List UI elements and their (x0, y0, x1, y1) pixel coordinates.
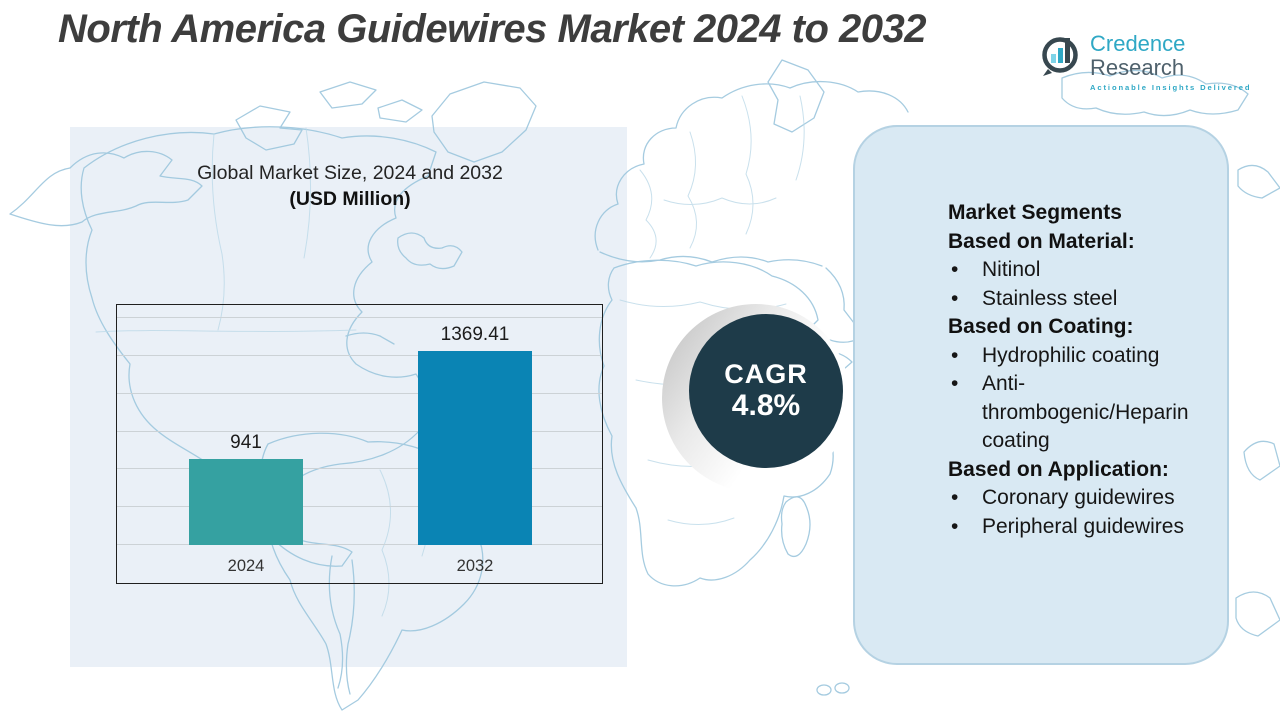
page-title: North America Guidewires Market 2024 to … (58, 7, 927, 51)
bullet-icon: • (951, 343, 959, 367)
chart-heading-line1: Global Market Size, 2024 and 2032 (197, 162, 503, 184)
segments-title: Market Segments (948, 201, 1122, 224)
bar-chart: 941 1369.41 2024 2032 (116, 304, 603, 584)
brand-tagline: Actionable Insights Delivered (1090, 83, 1252, 92)
list-item: • Nitinol (948, 256, 1215, 285)
bullet-icon: • (951, 372, 959, 395)
bar-group-2032: 1369.41 (418, 324, 532, 545)
bar-chart-logo-icon (1036, 28, 1084, 76)
bar-value-label-2032: 1369.41 (440, 324, 510, 345)
segments-heading-material: Based on Material: (948, 229, 1135, 253)
bullet-icon: • (951, 258, 959, 281)
list-item: • Coronary guidewires (948, 484, 1215, 513)
bar-2032 (418, 351, 532, 545)
bullet-icon: • (951, 286, 959, 310)
chart-heading-line2: (USD Million) (289, 188, 411, 210)
bar-value-label-2024: 941 (230, 432, 262, 453)
cagr-badge: CAGR 4.8% (689, 314, 843, 468)
list-item: • Peripheral guidewires (948, 513, 1215, 542)
cagr-label: CAGR (724, 359, 808, 389)
segments-heading-coating: Based on Coating: (948, 315, 1134, 338)
segments-heading-application: Based on Application: (948, 457, 1169, 481)
x-axis-label-2024: 2024 (227, 557, 265, 575)
chart-heading: Global Market Size, 2024 and 2032 (USD M… (100, 160, 600, 212)
cagr-value: 4.8% (731, 389, 801, 422)
list-item: • Hydrophilic coating (948, 342, 1215, 371)
brand-name: Credence Research (1090, 31, 1186, 80)
x-axis-label-2032: 2032 (456, 557, 494, 575)
bullet-icon: • (951, 486, 959, 509)
list-item: • Stainless steel (948, 285, 1215, 314)
credence-research-logo: Credence Research Actionable Insights De… (1036, 28, 1280, 92)
market-segments-panel: Market Segments Based on Material: • Nit… (853, 125, 1229, 665)
bar-group-2024: 941 (189, 432, 303, 545)
bullet-icon: • (951, 514, 959, 538)
list-item: • Anti-thrombogenic/Heparin coating (948, 370, 1215, 456)
bar-2024 (189, 459, 303, 545)
